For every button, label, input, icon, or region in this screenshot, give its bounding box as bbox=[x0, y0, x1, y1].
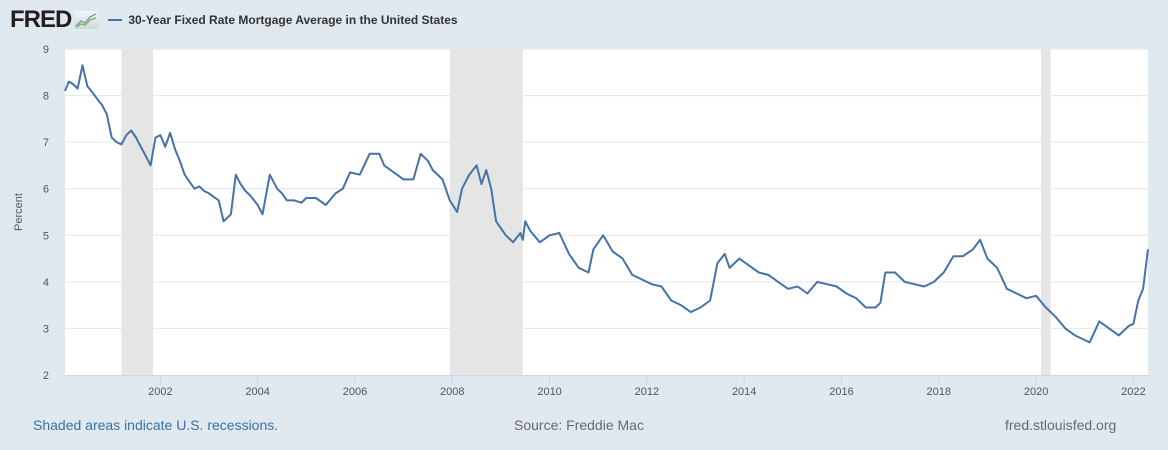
x-tick-label: 2006 bbox=[343, 386, 367, 398]
legend: 30-Year Fixed Rate Mortgage Average in t… bbox=[108, 13, 458, 27]
x-tick-label: 2016 bbox=[829, 386, 853, 398]
y-tick-label: 2 bbox=[43, 370, 49, 382]
x-tick-label: 2018 bbox=[927, 386, 951, 398]
site-link[interactable]: fred.stlouisfed.org bbox=[1005, 417, 1117, 433]
chart-header: FRED 30-Year Fixed Rate Mortgage Average… bbox=[10, 6, 458, 34]
recession-note[interactable]: Shaded areas indicate U.S. recessions. bbox=[33, 417, 279, 433]
x-tick-label: 2014 bbox=[732, 386, 756, 398]
y-tick-label: 6 bbox=[43, 184, 49, 196]
x-tick-label: 2010 bbox=[537, 386, 561, 398]
y-tick-label: 9 bbox=[43, 44, 49, 56]
recession-band bbox=[121, 49, 154, 375]
x-tick-label: 2020 bbox=[1024, 386, 1048, 398]
source-label: Source: Freddie Mac bbox=[514, 417, 644, 433]
x-tick-label: 2012 bbox=[635, 386, 659, 398]
fred-logo[interactable]: FRED bbox=[10, 6, 72, 33]
x-tick-label: 2002 bbox=[148, 386, 172, 398]
chart-svg: 2 3 4 5 6 7 8 9 2002 2004 2006 2008 2010 2012 2014 2016… bbox=[13, 44, 1149, 398]
y-tick-label: 8 bbox=[43, 91, 49, 103]
x-tick-label: 2004 bbox=[245, 386, 269, 398]
legend-swatch bbox=[108, 19, 123, 21]
recession-band bbox=[1040, 49, 1051, 375]
y-axis-label: Percent bbox=[13, 193, 25, 231]
line-chart-icon bbox=[74, 11, 99, 29]
x-tick-label: 2022 bbox=[1121, 386, 1145, 398]
y-tick-label: 3 bbox=[43, 323, 49, 335]
y-tick-label: 5 bbox=[43, 230, 49, 242]
x-tick-label: 2008 bbox=[440, 386, 464, 398]
y-tick-label: 7 bbox=[43, 137, 49, 149]
series-line bbox=[64, 64, 1149, 344]
plot-area bbox=[65, 49, 1148, 375]
legend-label: 30-Year Fixed Rate Mortgage Average in t… bbox=[128, 13, 458, 27]
recession-band bbox=[449, 49, 523, 375]
y-tick-label: 4 bbox=[43, 277, 49, 289]
